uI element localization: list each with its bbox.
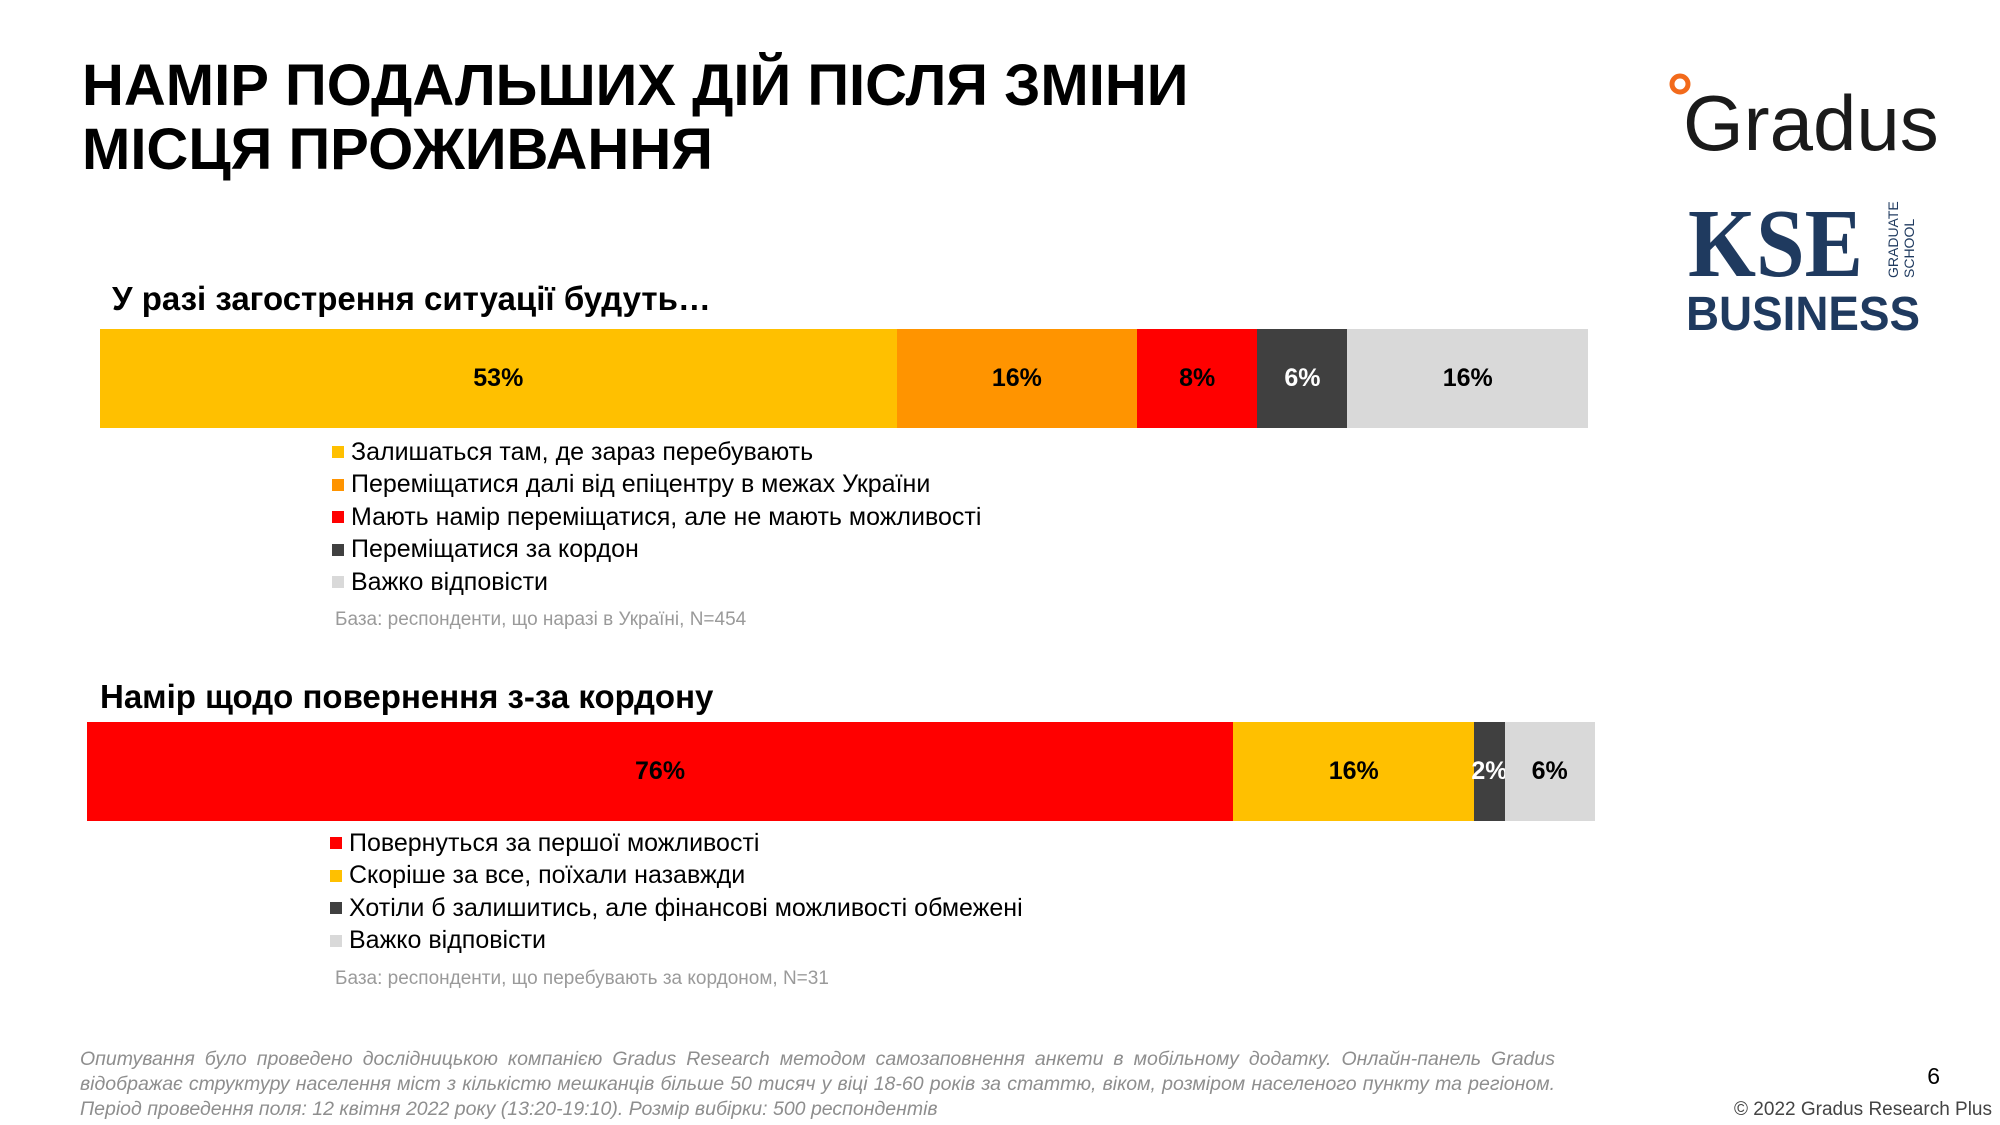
legend-label: Скоріше за все, поїхали назавжди: [349, 861, 746, 890]
chart-1-legend: Залишаться там, де зараз перебувають Пере…: [332, 436, 981, 599]
page-title-line-2: МІСЦЯ ПРОЖИВАННЯ: [82, 117, 713, 182]
legend-item: Повернуться за першої можливості: [330, 827, 1023, 860]
legend-item: Скоріше за все, поїхали назавжди: [330, 860, 1023, 893]
bar-segment: 16%: [896, 329, 1138, 428]
legend-label: Переміщатися за кордон: [351, 535, 639, 564]
kse-business-text: BUSINESS: [1686, 288, 1920, 336]
data-label: 6%: [1284, 364, 1321, 392]
legend-item: Хотіли б залишитись, але фінансові можли…: [330, 892, 1023, 925]
bar-segment: 6%: [1257, 329, 1348, 428]
legend-label: Важко відповісти: [349, 926, 546, 955]
copyright: © 2022 Gradus Research Plus: [1734, 1099, 1992, 1120]
data-label: 16%: [991, 364, 1042, 392]
kse-logo-text: KSE: [1688, 196, 1863, 298]
legend-swatch: [330, 837, 342, 850]
legend-swatch: [330, 869, 342, 882]
legend-swatch: [332, 543, 344, 556]
kse-business-logo: KSE GRADUATE SCHOOL BUSINESS: [1686, 196, 1920, 336]
legend-label: Переміщатися далі від епіцентру в межах …: [351, 470, 931, 499]
bar-segment: 16%: [1347, 329, 1588, 428]
chart-2-legend: Повернуться за першої можливості Скоріше …: [330, 827, 1023, 957]
kse-school-text: SCHOOL: [1901, 219, 1917, 278]
data-label: 76%: [635, 757, 686, 785]
chart-2-stacked-bar: 76% 16% 2% 6%: [87, 722, 1595, 821]
legend-label: Хотіли б залишитись, але фінансові можли…: [349, 893, 1023, 922]
legend-item: Залишаться там, де зараз перебувають: [332, 436, 981, 469]
chart-1-base-note: База: респонденти, що наразі в Україні, …: [335, 609, 747, 630]
data-label: 16%: [1442, 364, 1493, 392]
bar-segment: 16%: [1233, 722, 1475, 821]
legend-item: Переміщатися далі від епіцентру в межах …: [332, 469, 981, 502]
chart-2-base-note: База: респонденти, що перебувають за кор…: [335, 968, 829, 989]
legend-swatch: [332, 511, 344, 524]
gradus-logo-dot-icon: [1669, 73, 1691, 95]
data-label: 6%: [1531, 757, 1568, 785]
bar-segment: 2%: [1471, 722, 1508, 821]
legend-swatch: [330, 934, 342, 947]
data-label: 53%: [473, 364, 524, 392]
legend-swatch: [332, 576, 344, 589]
legend-label: Важко відповісти: [351, 567, 548, 596]
legend-swatch: [332, 446, 344, 459]
bar-segment: 6%: [1504, 722, 1595, 821]
legend-swatch: [330, 902, 342, 915]
chart-1-title: У разі загострення ситуації будуть…: [112, 280, 711, 317]
legend-item: Важко відповісти: [330, 925, 1023, 958]
bar-segment: 76%: [87, 722, 1234, 821]
kse-graduate-text: GRADUATE: [1885, 201, 1901, 278]
legend-label: Мають намір переміщатися, але не мають м…: [351, 502, 982, 531]
data-label: 16%: [1328, 757, 1379, 785]
page-title: НАМІР ПОДАЛЬШИХ ДІЙ ПІСЛЯ ЗМІНИ МІСЦЯ ПР…: [82, 54, 1282, 182]
page-number: 6: [1927, 1063, 1940, 1089]
bar-segment: 8%: [1137, 329, 1258, 428]
chart-2-title: Намір щодо повернення з-за кордону: [100, 678, 714, 715]
page-title-line-1: НАМІР ПОДАЛЬШИХ ДІЙ ПІСЛЯ ЗМІНИ: [82, 53, 1189, 118]
legend-label: Залишаться там, де зараз перебувають: [351, 437, 814, 466]
legend-item: Переміщатися за кордон: [332, 534, 981, 567]
data-label: 2%: [1471, 757, 1508, 785]
gradus-logo-text: Gradus: [1683, 79, 1939, 158]
legend-label: Повернуться за першої можливості: [349, 828, 760, 857]
data-label: 8%: [1179, 364, 1216, 392]
legend-swatch: [332, 478, 344, 491]
gradus-logo: Gradus: [1669, 73, 1939, 158]
methodology-note: Опитування було проведено дослідницькою …: [80, 1048, 1555, 1120]
legend-item: Мають намір переміщатися, але не мають м…: [332, 501, 981, 534]
chart-1-stacked-bar: 53% 16% 8% 6% 16%: [100, 329, 1588, 428]
bar-segment: 53%: [100, 329, 897, 428]
legend-item: Важко відповісти: [332, 566, 981, 599]
